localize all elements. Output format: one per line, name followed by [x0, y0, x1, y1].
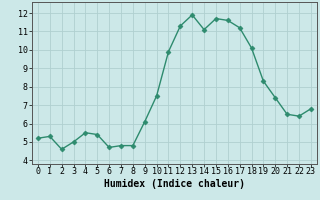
X-axis label: Humidex (Indice chaleur): Humidex (Indice chaleur): [104, 179, 245, 189]
